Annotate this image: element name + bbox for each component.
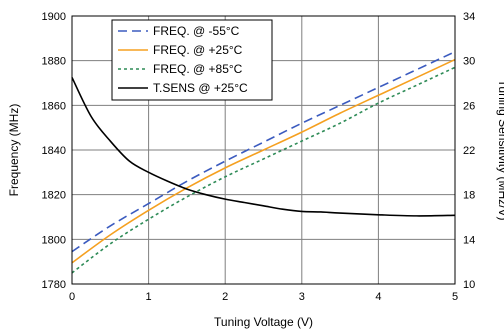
x-axis-label: Tuning Voltage (V) xyxy=(214,315,313,329)
series-line-3 xyxy=(71,77,456,217)
legend-label: FREQ. @ +25°C xyxy=(153,43,243,57)
y2-axis-label: Tuning Sensitivity (MHz/V) xyxy=(496,80,504,221)
series-line-1 xyxy=(71,58,456,264)
legend-label: FREQ. @ +85°C xyxy=(153,62,243,76)
y-tick-label: 1900 xyxy=(42,11,66,23)
y-tick-label: 1800 xyxy=(42,234,66,246)
y2-tick-label: 30 xyxy=(463,56,475,68)
y2-tick-label: 34 xyxy=(463,11,475,23)
y-tick-label: 1840 xyxy=(42,145,66,157)
series-line-2 xyxy=(71,66,456,274)
x-tick-label: 1 xyxy=(146,291,152,303)
y-tick-label: 1860 xyxy=(42,100,66,112)
y2-tick-label: 14 xyxy=(463,234,475,246)
y-tick-label: 1880 xyxy=(42,56,66,68)
legend-label: FREQ. @ -55°C xyxy=(153,24,240,38)
y-tick-label: 1780 xyxy=(42,279,66,291)
x-tick-label: 2 xyxy=(222,291,228,303)
x-tick-label: 0 xyxy=(69,291,75,303)
x-tick-label: 3 xyxy=(299,291,305,303)
legend: FREQ. @ -55°C FREQ. @ +25°C FREQ. @ +85°C T… xyxy=(111,19,273,101)
tick-labels: 1780180018201840186018801900101418222630… xyxy=(42,11,476,303)
plot-frame xyxy=(71,15,456,285)
y-tick-label: 1820 xyxy=(42,190,66,202)
y2-tick-label: 18 xyxy=(463,190,475,202)
series-line-0 xyxy=(71,51,456,253)
y2-tick-label: 26 xyxy=(463,100,475,112)
y2-tick-label: 10 xyxy=(463,279,475,291)
legend-box xyxy=(111,19,273,101)
y2-tick-label: 22 xyxy=(463,145,475,157)
x-tick-label: 5 xyxy=(452,291,458,303)
series-lines xyxy=(71,51,456,274)
legend-label: T.SENS @ +25°C xyxy=(153,81,248,95)
x-tick-label: 4 xyxy=(375,291,381,303)
y-axis-label: Frequency (MHz) xyxy=(7,104,21,197)
